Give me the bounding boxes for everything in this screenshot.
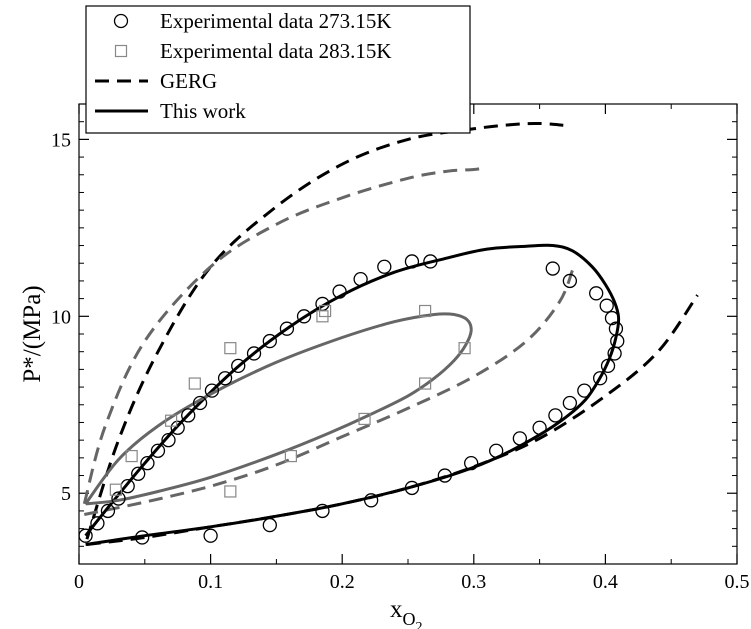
x-tick-label: 0.4	[593, 571, 618, 593]
circle-point	[181, 408, 196, 423]
circle-point	[279, 321, 295, 336]
circle-point	[599, 298, 614, 313]
circle-point	[437, 468, 452, 483]
legend-circle-marker	[113, 13, 129, 29]
x-tick-label: 0.2	[330, 571, 355, 593]
legend-label: Experimental data 273.15K	[160, 9, 392, 33]
circle-point	[140, 456, 155, 471]
square-point	[458, 342, 471, 355]
square-point	[284, 449, 297, 463]
circle-point	[100, 503, 116, 519]
legend: Experimental data 273.15K Experimental da…	[85, 5, 471, 134]
circle-point	[607, 346, 622, 361]
circle-point	[423, 254, 438, 269]
square-point	[419, 304, 432, 318]
x-tick-label: 0	[74, 571, 84, 593]
circle-point	[135, 530, 150, 545]
circle-point	[404, 480, 420, 496]
circle-point	[404, 254, 420, 269]
y-axis-label: P*/(MPa)	[19, 285, 46, 382]
circle-point	[532, 420, 547, 435]
circle-point	[262, 333, 277, 349]
gerg-curve-3	[82, 166, 488, 505]
gerg-curve-2	[85, 121, 564, 540]
square-point	[224, 485, 237, 498]
legend-label: GERG	[160, 69, 217, 93]
legend-square-marker	[114, 44, 128, 58]
square-point	[125, 449, 138, 463]
circle-point	[377, 259, 392, 274]
series-markers	[78, 254, 625, 545]
circle-point	[231, 358, 246, 373]
y-tick-label: 10	[51, 306, 71, 328]
legend-label: This work	[160, 99, 246, 123]
circle-point	[90, 516, 105, 531]
circle-point	[577, 383, 592, 398]
circle-point	[111, 491, 126, 506]
y-tick-label: 5	[61, 483, 71, 505]
square-point	[419, 377, 432, 390]
y-tick-label: 15	[51, 129, 71, 151]
circle-point	[512, 431, 528, 446]
circle-point	[562, 273, 578, 289]
this-work-curve-5	[84, 312, 473, 506]
circle-point	[332, 284, 347, 299]
x-tick-label: 0.1	[198, 571, 223, 593]
circle-point	[353, 272, 368, 287]
x-axis-label-sub2: 2	[416, 620, 423, 629]
circle-point	[604, 310, 620, 326]
circle-point	[170, 420, 185, 435]
circle-point	[150, 443, 166, 458]
x-axis-label-sub: O	[403, 609, 416, 629]
circle-point	[296, 309, 312, 324]
circle-point	[262, 517, 277, 533]
circle-point	[364, 493, 379, 508]
square-point	[109, 483, 122, 496]
this-work-curve-4	[84, 243, 621, 546]
circle-point	[204, 383, 220, 398]
circle-point	[246, 346, 262, 361]
circle-point	[203, 528, 218, 543]
circle-point	[315, 503, 330, 519]
circle-point	[548, 408, 563, 423]
square-point	[224, 342, 237, 355]
legend-box	[85, 5, 471, 134]
square-point	[165, 414, 178, 427]
circle-point	[78, 528, 93, 543]
legend-label: Experimental data 283.15K	[160, 39, 392, 63]
circle-point	[161, 433, 176, 448]
x-axis-label-main: x	[390, 596, 403, 623]
circle-point	[192, 395, 208, 411]
circle-point	[592, 371, 608, 386]
circle-point	[600, 358, 616, 373]
square-point	[358, 412, 371, 426]
x-tick-label: 0.3	[461, 571, 486, 593]
axis-ticks: 0 0.1 0.2 0.3 0.4 0.5 5 10 15	[51, 104, 750, 593]
series-lines	[82, 121, 699, 546]
circle-point	[131, 466, 146, 481]
circle-point	[464, 456, 479, 471]
circle-point	[589, 286, 604, 301]
square-point	[318, 304, 332, 318]
circle-point	[217, 371, 233, 386]
circle-point	[489, 443, 504, 458]
circle-point	[545, 261, 560, 276]
gerg-curve-3-lower	[83, 269, 574, 516]
square-point	[188, 377, 201, 390]
circle-point	[562, 395, 578, 411]
x-tick-label: 0.5	[725, 571, 750, 593]
gerg-curve-2-lower	[86, 294, 699, 546]
x-axis-label: xO2	[390, 596, 423, 629]
